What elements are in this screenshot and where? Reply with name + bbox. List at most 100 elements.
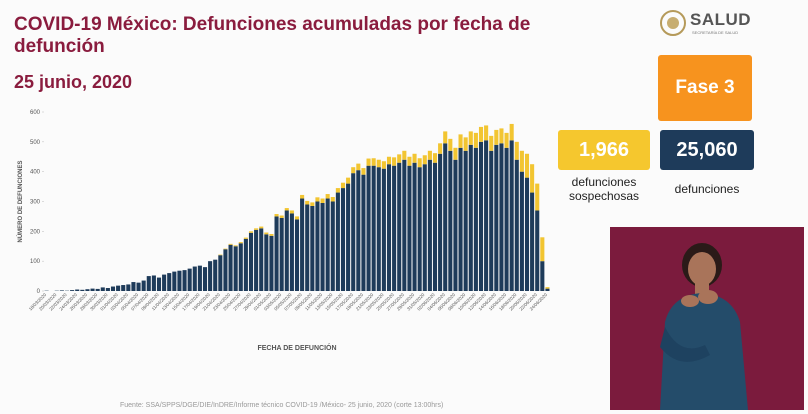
bar [126, 284, 131, 291]
bar [264, 234, 269, 291]
bar [269, 234, 274, 236]
bar [330, 201, 335, 291]
bar [335, 188, 340, 193]
suspected-box: 1,966 [558, 130, 650, 170]
bar [141, 280, 146, 291]
bar [254, 228, 259, 230]
bar [376, 167, 381, 291]
bar [90, 288, 95, 291]
bar [478, 141, 484, 291]
bar [402, 159, 407, 291]
logo: SALUD SECRETARÍA DE SALUD [658, 8, 788, 38]
bar [484, 125, 489, 141]
bar [432, 153, 438, 163]
bar [182, 270, 187, 291]
bar [530, 192, 535, 291]
y-tick-label: 400 [30, 170, 41, 176]
bar [478, 126, 484, 142]
bar [80, 289, 85, 291]
bar [289, 210, 294, 214]
source-note: Fuente: SSA/SPPS/DGE/DIE/InDRE/Informe t… [120, 402, 444, 409]
y-tick-label: 100 [30, 259, 41, 265]
bar [499, 128, 504, 144]
bar [412, 153, 417, 163]
bar [473, 132, 478, 148]
bar [381, 168, 386, 291]
bar [371, 158, 376, 166]
bar [289, 213, 294, 291]
bar [484, 140, 489, 291]
bar [361, 168, 366, 175]
bar [320, 202, 325, 291]
bar [427, 150, 432, 160]
y-tick-label: 0 [37, 289, 41, 295]
bar [519, 171, 524, 291]
bar [371, 165, 376, 291]
bar [509, 123, 514, 141]
bar [197, 265, 202, 291]
bar [417, 158, 422, 168]
bar [259, 226, 264, 229]
bar [473, 147, 478, 291]
bar [448, 150, 453, 291]
y-axis-title: NÚMERO DE DEFUNCIONES [17, 160, 24, 242]
bar [386, 156, 392, 165]
bar [208, 261, 213, 291]
bar [381, 161, 386, 169]
bar [540, 237, 545, 262]
bar [438, 153, 443, 291]
bar [59, 290, 64, 291]
x-axis-title: FECHA DE DEFUNCIÓN [257, 343, 336, 352]
bar [509, 140, 514, 291]
bar [294, 219, 300, 291]
bar [402, 150, 407, 160]
bar [310, 202, 315, 206]
y-tick-label: 300 [30, 200, 41, 206]
bar [535, 183, 540, 211]
y-tick-label: 500 [30, 140, 41, 146]
bar [146, 276, 151, 291]
bar [540, 261, 545, 291]
bar [75, 289, 80, 291]
bar [524, 153, 530, 178]
bar [386, 164, 392, 291]
bar [167, 273, 172, 291]
bar [223, 249, 228, 291]
bar [514, 141, 519, 160]
bar [351, 173, 356, 291]
bar [494, 129, 499, 145]
bar [325, 198, 330, 291]
bar [243, 237, 248, 239]
bar [85, 289, 90, 291]
bar [228, 243, 233, 245]
bar [458, 147, 463, 291]
bar [422, 164, 427, 291]
bar [95, 288, 100, 291]
bar [121, 285, 126, 291]
bar [243, 238, 248, 291]
bar [535, 210, 540, 291]
bar [151, 275, 156, 291]
bar [514, 159, 519, 291]
bar [340, 182, 346, 189]
chart: 0 100 200 300 400 500 600 NÚMERO DE DEFUNCIONES… [17, 110, 550, 352]
bar [177, 270, 182, 291]
bar [438, 143, 443, 154]
bar [463, 137, 468, 151]
bar [300, 198, 305, 291]
bar [218, 254, 223, 256]
bar [156, 277, 162, 291]
bar [136, 282, 141, 291]
bar [432, 162, 438, 291]
bar [105, 288, 110, 291]
bar [228, 244, 233, 291]
bar [325, 194, 330, 199]
bar [346, 177, 351, 184]
suspected-caption: defunciones sospechosas [568, 175, 640, 203]
bar [284, 208, 289, 211]
bar [213, 259, 218, 291]
bar [305, 204, 310, 291]
bar [422, 155, 427, 165]
bar [443, 143, 448, 291]
bar [351, 167, 356, 174]
